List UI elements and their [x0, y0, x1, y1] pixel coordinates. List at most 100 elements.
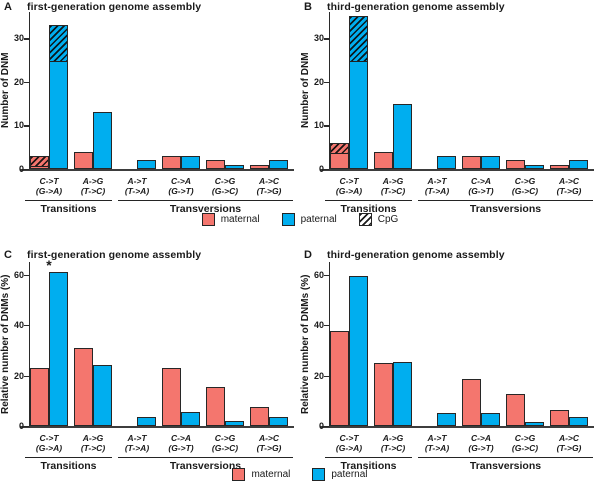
- y-tick: [24, 426, 29, 428]
- y-tick-label: 0: [18, 164, 24, 174]
- group-underline: [418, 200, 593, 202]
- x-axis-line: [20, 169, 294, 171]
- category-label: C->G (G->C): [511, 176, 539, 196]
- panel-title: third-generation genome assembly: [327, 249, 505, 261]
- category-label: C->G (G->C): [211, 176, 239, 196]
- y-tick: [324, 169, 329, 171]
- category-label: C->A (G->T): [168, 433, 194, 453]
- category-label: C->T (G->A): [35, 433, 63, 453]
- bar-maternal-0: [30, 155, 49, 169]
- category-label: A->C (T->G): [256, 176, 282, 196]
- group-underline: [25, 457, 112, 459]
- y-tick: [324, 325, 329, 327]
- bar-paternal-3: [181, 155, 200, 169]
- legend-item-maternal: maternal: [201, 212, 260, 226]
- bar-maternal-5: [250, 164, 269, 169]
- category-label: A->G (T->C): [380, 176, 406, 196]
- category-label: A->T (T->A): [124, 176, 150, 196]
- y-tick: [24, 38, 29, 40]
- category-label: C->G (G->C): [511, 433, 539, 453]
- bar-paternal-2: [437, 155, 456, 169]
- category-label: A->G (T->C): [380, 433, 406, 453]
- group-underline: [118, 200, 293, 202]
- group-underline: [325, 200, 412, 202]
- bar-maternal-1: [74, 348, 93, 426]
- bar-maternal-1: [74, 151, 93, 169]
- y-tick: [24, 169, 29, 171]
- x-axis-line: [320, 169, 594, 171]
- y-tick: [324, 375, 329, 377]
- legend-item-paternal: paternal: [312, 467, 368, 481]
- bar-maternal-4: [206, 387, 225, 426]
- category-label: A->T (T->A): [124, 433, 150, 453]
- bar-paternal-2: [137, 160, 156, 169]
- cpg-hatch: [331, 143, 348, 154]
- significance-asterisk: *: [46, 256, 52, 273]
- category-label: A->T (T->A): [424, 176, 450, 196]
- y-tick: [24, 375, 29, 377]
- y-tick-label: 0: [18, 421, 24, 431]
- legend-item-cpg: CpG: [358, 212, 399, 226]
- bar-paternal-4: [525, 164, 544, 169]
- y-tick: [324, 274, 329, 276]
- category-label: C->A (G->T): [468, 433, 494, 453]
- category-label: A->C (T->G): [556, 433, 582, 453]
- bar-paternal-4: [225, 164, 244, 169]
- cpg-hatch: [31, 156, 48, 167]
- y-tick-label: 60: [313, 269, 324, 280]
- y-tick-label: 40: [313, 320, 324, 331]
- group-label: Transversions: [169, 460, 242, 472]
- legend-swatch-maternal: [232, 467, 246, 481]
- legend-label: maternal: [220, 213, 260, 225]
- category-label: C->A (G->T): [168, 176, 194, 196]
- group-label: Transitions: [340, 460, 397, 472]
- category-label: A->G (T->C): [80, 433, 106, 453]
- bar-paternal-2: [437, 413, 456, 426]
- legend-swatch-paternal: [312, 467, 326, 481]
- y-axis-line: [29, 262, 31, 427]
- category-label: A->G (T->C): [80, 176, 106, 196]
- panel-a: A first-generation genome assembly Numbe…: [0, 0, 300, 235]
- category-label: A->C (T->G): [256, 433, 282, 453]
- y-axis-line: [329, 262, 331, 427]
- category-label: C->T (G->A): [335, 176, 363, 196]
- bar-maternal-4: [506, 394, 525, 426]
- group-underline: [325, 457, 412, 459]
- category-label: C->G (G->C): [211, 433, 239, 453]
- panel-letter: D: [304, 249, 312, 261]
- legend-swatch-maternal: [201, 212, 215, 226]
- group-underline: [418, 457, 593, 459]
- y-tick-label: 20: [13, 76, 24, 87]
- bar-maternal-0: [330, 142, 349, 169]
- y-tick-label: 10: [13, 120, 24, 131]
- bar-paternal-1: [93, 365, 112, 426]
- cpg-hatch: [50, 26, 67, 62]
- bar-paternal-3: [481, 413, 500, 426]
- bar-paternal-0: [349, 16, 368, 169]
- bar-maternal-0: [30, 367, 49, 426]
- panel-title: first-generation genome assembly: [27, 1, 202, 13]
- y-tick: [24, 81, 29, 84]
- y-axis-label: Relative number of DNMs (%): [0, 274, 11, 414]
- category-label: C->A (G->T): [468, 176, 494, 196]
- panel-letter: A: [4, 1, 12, 13]
- y-tick: [324, 38, 329, 40]
- bar-maternal-3: [162, 367, 181, 426]
- panel-letter: B: [304, 1, 312, 13]
- bar-paternal-3: [181, 411, 200, 426]
- category-label: C->T (G->A): [335, 433, 363, 453]
- bar-maternal-1: [374, 151, 393, 169]
- bar-maternal-5: [550, 164, 569, 169]
- legend-label: CpG: [377, 213, 399, 225]
- bar-paternal-0: [349, 276, 368, 426]
- bar-maternal-5: [550, 410, 569, 426]
- panel-title: first-generation genome assembly: [27, 249, 202, 261]
- y-axis-line: [29, 12, 31, 170]
- bar-paternal-0: [49, 25, 68, 169]
- legend-label: maternal: [251, 468, 291, 480]
- group-label: Transversions: [469, 460, 542, 472]
- y-tick-label: 60: [13, 269, 24, 280]
- y-tick-label: 0: [318, 164, 324, 174]
- panel-c: C first-generation genome assembly Relat…: [0, 240, 300, 485]
- legend-label: paternal: [331, 468, 368, 480]
